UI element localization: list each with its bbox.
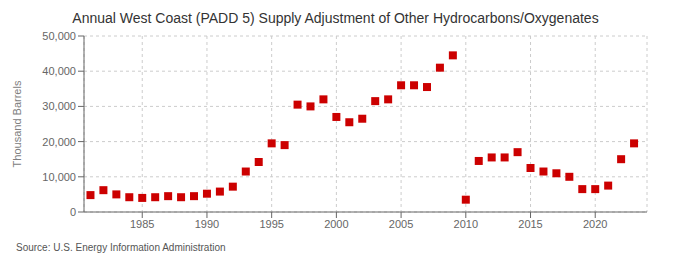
svg-text:2010: 2010	[454, 218, 478, 230]
svg-text:1990: 1990	[195, 218, 219, 230]
html-text:Annual West Coast (PADD 5) Sup: Annual West Coast (PADD 5) Supply Adjust…	[72, 10, 599, 26]
svg-text:2015: 2015	[518, 218, 542, 230]
svg-text:20,000: 20,000	[42, 136, 76, 148]
svg-text:1995: 1995	[259, 218, 283, 230]
svg-text:50,000: 50,000	[42, 30, 76, 42]
svg-text:2000: 2000	[324, 218, 348, 230]
svg-text:0: 0	[70, 206, 76, 218]
svg-text:40,000: 40,000	[42, 65, 76, 77]
svg-text:10,000: 10,000	[42, 171, 76, 183]
svg-text:Thousand Barrels: Thousand Barrels	[11, 80, 23, 167]
svg-text:2020: 2020	[583, 218, 607, 230]
html-text:Source: U.S. Energy Informatio: Source: U.S. Energy Information Administ…	[16, 242, 226, 253]
svg-text:30,000: 30,000	[42, 100, 76, 112]
svg-text:2005: 2005	[389, 218, 413, 230]
svg-text:1985: 1985	[130, 218, 154, 230]
